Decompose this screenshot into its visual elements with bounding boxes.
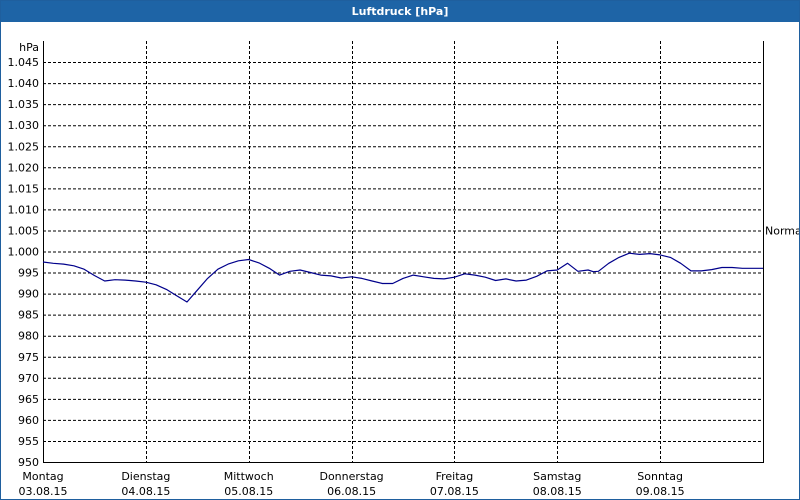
y-tick-label: 965 — [18, 393, 39, 406]
x-tick-date-label: 06.08.15 — [327, 485, 376, 498]
x-tick-date-label: 04.08.15 — [121, 485, 170, 498]
y-tick-label: 985 — [18, 309, 39, 322]
y-tick-label: 1.040 — [8, 77, 40, 90]
pressure-series-line — [42, 252, 763, 303]
x-tick-date-label: 08.08.15 — [533, 485, 582, 498]
y-tick-label: 1.035 — [8, 98, 40, 111]
x-tick-day-label: Samstag — [533, 470, 581, 483]
y-tick-label: 950 — [18, 456, 39, 469]
y-tick-label: 1.045 — [8, 56, 40, 69]
x-tick-date-label: 05.08.15 — [224, 485, 273, 498]
y-tick-label: 1.005 — [8, 224, 40, 237]
pressure-chart: 950 955 960 965 970 975 980 985 990 995 1.000 1.005… — [8, 41, 799, 498]
y-tick-label: 960 — [18, 414, 39, 427]
y-tick-label: 980 — [18, 330, 39, 343]
x-tick-day-label: Sonntag — [637, 470, 683, 483]
x-tick-day-label: Dienstag — [121, 470, 170, 483]
normal-reference-label: Normal — [765, 224, 799, 237]
y-tick-label: 955 — [18, 435, 39, 448]
x-tick-day-label: Donnerstag — [319, 470, 383, 483]
y-tick-label: 1.020 — [8, 161, 40, 174]
y-tick-label: 1.015 — [8, 182, 40, 195]
y-tick-label: 1.000 — [8, 246, 40, 259]
x-tick-date-label: 07.08.15 — [430, 485, 479, 498]
y-axis-unit-label: hPa — [19, 41, 39, 54]
y-tick-label: 990 — [18, 288, 39, 301]
x-tick-day-label: Freitag — [436, 470, 474, 483]
x-tick-day-label: Mittwoch — [224, 470, 274, 483]
y-tick-label: 995 — [18, 267, 39, 280]
y-tick-label: 1.025 — [8, 140, 40, 153]
x-tick-date-label: 03.08.15 — [19, 485, 68, 498]
y-tick-label: 1.030 — [8, 119, 40, 132]
y-tick-label: 970 — [18, 372, 39, 385]
x-tick-date-label: 09.08.15 — [636, 485, 685, 498]
y-tick-label: 975 — [18, 351, 39, 364]
x-tick-day-label: Montag — [22, 470, 63, 483]
window-title: Luftdruck [hPa] — [1, 1, 799, 22]
y-tick-label: 1.010 — [8, 203, 40, 216]
